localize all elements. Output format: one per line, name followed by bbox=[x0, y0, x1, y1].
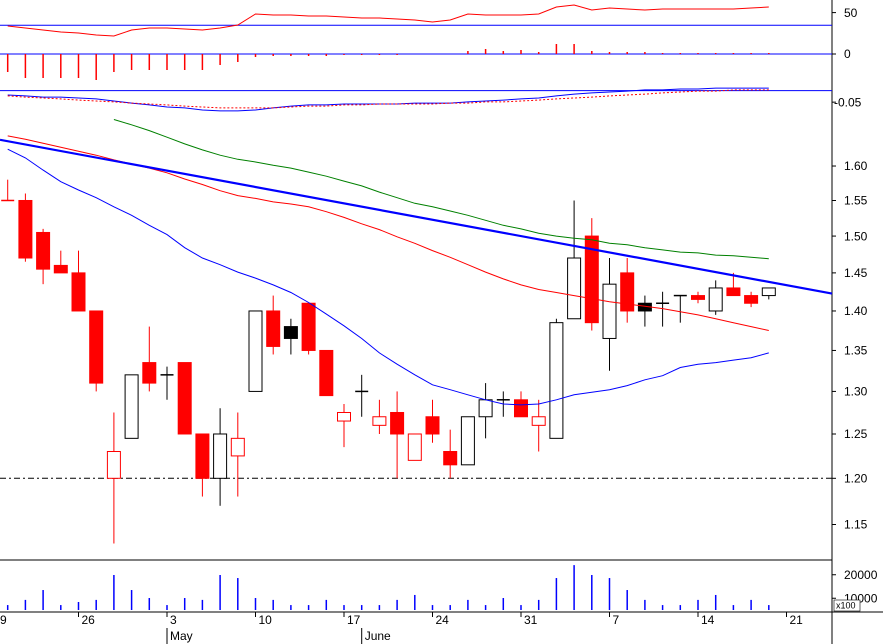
unit-box bbox=[833, 599, 861, 612]
candle-body bbox=[195, 433, 210, 479]
x-tick-label: 9 bbox=[0, 613, 7, 627]
candle-body bbox=[726, 287, 741, 297]
candle-body bbox=[567, 257, 582, 320]
candle-body bbox=[531, 416, 546, 426]
candle-body bbox=[443, 450, 458, 466]
trend-line bbox=[0, 138, 833, 295]
y-tick-label: 1.45 bbox=[844, 266, 868, 280]
candle-body bbox=[514, 399, 528, 418]
x-tick-label: 3 bbox=[170, 613, 177, 627]
candle-body bbox=[602, 283, 617, 339]
x-tick-label: 17 bbox=[347, 613, 361, 627]
line-series bbox=[113, 119, 769, 260]
candle-body bbox=[620, 272, 635, 312]
candle-body bbox=[301, 302, 316, 351]
candle-body bbox=[407, 433, 422, 461]
y-tick-label: -0.05 bbox=[834, 95, 862, 109]
candle-body bbox=[337, 411, 351, 422]
candle-body bbox=[761, 287, 776, 297]
unit-label: x100 bbox=[836, 600, 856, 610]
y-tick-label: 1.15 bbox=[844, 518, 868, 532]
x-tick-label: 10 bbox=[259, 613, 273, 627]
candle-body bbox=[708, 287, 723, 312]
line-series bbox=[7, 4, 769, 37]
y-tick-label: 1.55 bbox=[844, 194, 868, 208]
y-tick-label: 0 bbox=[844, 47, 851, 61]
x-tick-label: 24 bbox=[436, 613, 450, 627]
candle-body bbox=[425, 416, 440, 435]
candle-body bbox=[106, 450, 121, 479]
y-tick-label: 1.35 bbox=[844, 344, 868, 358]
candle-body bbox=[36, 231, 51, 270]
candle-body bbox=[283, 326, 298, 339]
month-label: May bbox=[170, 629, 193, 643]
candle-body bbox=[744, 295, 759, 304]
candle-body bbox=[18, 199, 33, 259]
y-tick-label: 1.25 bbox=[844, 427, 868, 441]
candle-body bbox=[319, 349, 334, 397]
y-tick-label: 1.60 bbox=[844, 159, 868, 173]
candle-body bbox=[248, 310, 263, 392]
candle-body bbox=[691, 295, 705, 300]
y-tick-label: 20000 bbox=[844, 568, 878, 582]
candle-body bbox=[372, 416, 387, 426]
candle-body bbox=[230, 437, 245, 457]
x-tick-label: 21 bbox=[790, 613, 804, 627]
candle-body bbox=[124, 374, 139, 439]
candle-body bbox=[584, 235, 599, 324]
y-tick-label: 1.50 bbox=[844, 229, 868, 243]
line-series bbox=[7, 89, 769, 109]
candle-body bbox=[89, 310, 104, 384]
candle-body bbox=[478, 399, 493, 418]
candle-body bbox=[390, 411, 405, 435]
line-series bbox=[7, 148, 769, 406]
x-tick-label: 26 bbox=[82, 613, 96, 627]
candle-body bbox=[549, 322, 564, 439]
x-tick-label: 7 bbox=[613, 613, 620, 627]
x-tick-label: 31 bbox=[524, 613, 538, 627]
candle-body bbox=[460, 416, 475, 466]
candle-body bbox=[266, 310, 281, 347]
candle-body bbox=[71, 272, 86, 312]
candle-body bbox=[213, 433, 228, 479]
y-tick-label: 1.30 bbox=[844, 385, 868, 399]
candle-body bbox=[177, 362, 192, 435]
month-label: June bbox=[365, 629, 391, 643]
x-tick-label: 14 bbox=[701, 613, 715, 627]
candle-body bbox=[53, 264, 68, 274]
y-tick-label: 1.40 bbox=[844, 304, 868, 318]
y-tick-label: 50 bbox=[844, 6, 858, 20]
candle-body bbox=[142, 362, 157, 384]
y-tick-label: 1.20 bbox=[844, 471, 868, 485]
